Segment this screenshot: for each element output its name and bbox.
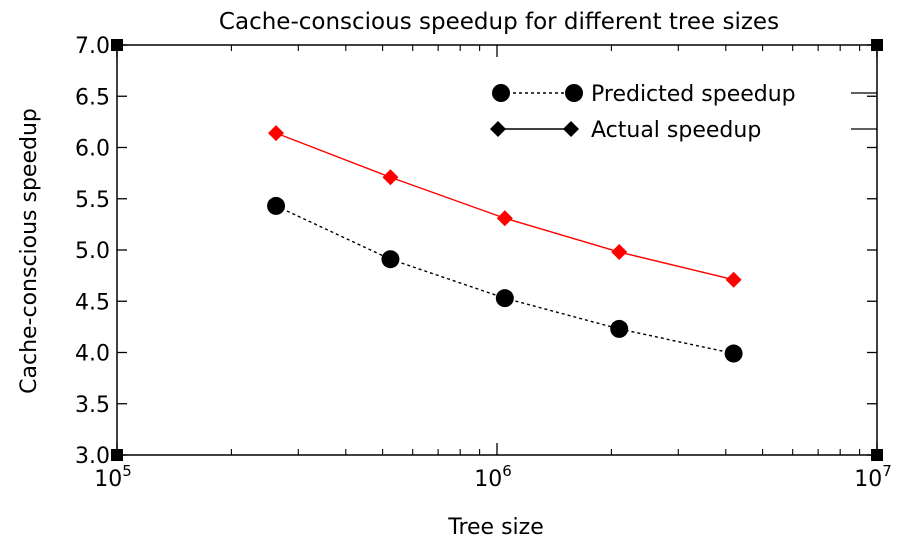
legend-marker (565, 84, 583, 102)
data-point (496, 210, 513, 227)
data-point (725, 271, 742, 288)
data-point (381, 250, 400, 269)
y-tick-label: 6.0 (75, 137, 110, 162)
legend-marker (563, 121, 579, 137)
x-tick-label: 106 (474, 462, 512, 492)
y-tick-label: 3.0 (75, 444, 110, 469)
data-point (267, 196, 286, 215)
x-tick-labels: 105 106 107 (94, 462, 892, 492)
legend-marker (492, 84, 510, 102)
y-tick-label: 5.0 (75, 239, 110, 264)
x-axis-label: Tree size (447, 515, 544, 540)
axis-ticks (116, 44, 878, 456)
x-tick-label: 105 (94, 462, 132, 492)
y-tick-label: 3.5 (75, 393, 110, 418)
series-line (275, 132, 734, 281)
legend-marker (490, 121, 506, 137)
y-tick-labels: 3.0 3.5 4.0 4.5 5.0 5.5 6.0 6.5 7.0 (75, 34, 110, 469)
series-markers (267, 125, 743, 363)
chart-title: Cache-conscious speedup for different tr… (219, 9, 779, 35)
series-line (275, 205, 734, 355)
data-point (611, 244, 628, 261)
legend: Predicted speedup Actual speedup (490, 82, 877, 143)
data-point (268, 125, 285, 142)
y-axis-label: Cache-conscious speedup (17, 108, 42, 394)
series-lines (275, 132, 734, 355)
data-point (610, 319, 629, 338)
data-point (495, 289, 514, 308)
y-tick-label: 7.0 (75, 34, 110, 59)
data-point (724, 344, 743, 363)
legend-label: Predicted speedup (591, 82, 796, 107)
y-tick-label: 5.5 (75, 188, 110, 213)
x-tick-label: 107 (854, 462, 892, 492)
y-tick-label: 4.5 (75, 290, 110, 315)
legend-label: Actual speedup (591, 118, 761, 143)
y-tick-label: 6.5 (75, 85, 110, 110)
y-tick-label: 4.0 (75, 342, 110, 367)
data-point (382, 169, 399, 186)
